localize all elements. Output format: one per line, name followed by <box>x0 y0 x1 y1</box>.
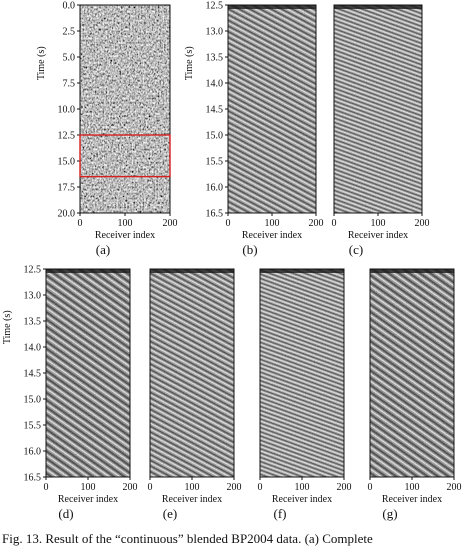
panel-label: (c) <box>349 242 363 257</box>
x-tick-label: 100 <box>295 482 310 493</box>
seismic-noise <box>260 269 344 477</box>
first-arrival-band <box>334 5 422 9</box>
y-axis-label: Time (s) <box>36 46 47 80</box>
y-axis-label: Time (s) <box>184 46 195 80</box>
x-tick-label: 100 <box>405 482 420 493</box>
y-tick-label: 2.5 <box>63 27 76 38</box>
panel-f: 0 100 200 Receiver index(f) <box>258 268 352 521</box>
panel-d: 12.5 13.0 13.5 14.0 14.5 15.0 15.5 16.0 16.5 Time… <box>2 265 138 522</box>
seismic-noise <box>150 269 234 477</box>
x-axis-label: Receiver index <box>272 494 332 505</box>
seismic-noise <box>228 5 316 213</box>
panel-label: (f) <box>274 506 287 521</box>
y-tick-label: 13.0 <box>206 27 224 38</box>
seismic-image <box>80 5 170 213</box>
y-tick-label: 16.0 <box>24 447 42 458</box>
x-tick-label: 0 <box>44 482 49 493</box>
y-tick-label: 14.5 <box>206 105 224 116</box>
y-tick-label: 10.0 <box>58 105 76 116</box>
x-tick-label: 0 <box>332 218 337 229</box>
y-tick-label: 12.5 <box>24 265 42 276</box>
x-tick-label: 200 <box>123 482 138 493</box>
y-tick-label: 15.0 <box>58 157 76 168</box>
seismic-noise <box>334 5 422 213</box>
panel-e: 0 100 200 Receiver index(e) <box>148 268 242 521</box>
first-arrival-band <box>46 269 130 273</box>
panel-label: (d) <box>58 506 73 521</box>
y-tick-label: 16.0 <box>206 183 224 194</box>
x-tick-label: 0 <box>78 218 83 229</box>
y-tick-label: 12.5 <box>206 1 224 12</box>
y-axis-label: Time (s) <box>2 310 13 344</box>
highlight-box <box>79 134 171 178</box>
y-tick-label: 13.0 <box>24 291 42 302</box>
y-tick-label: 15.5 <box>206 157 224 168</box>
panel-b: 12.5 13.0 13.5 14.0 14.5 15.0 15.5 16.0 16.5 Time… <box>184 1 324 258</box>
x-axis-label: Receiver index <box>348 230 408 241</box>
y-tick-label: 14.0 <box>206 79 224 90</box>
x-tick-label: 100 <box>185 482 200 493</box>
x-axis-label: Receiver index <box>95 230 155 241</box>
figure-caption: Fig. 13. Result of the “continuous” blen… <box>2 531 373 546</box>
x-tick-label: 0 <box>148 482 153 493</box>
x-tick-label: 200 <box>309 218 324 229</box>
first-arrival-band <box>150 269 234 273</box>
seismic-noise <box>370 269 454 477</box>
x-axis-label: Receiver index <box>242 230 302 241</box>
x-tick-label: 200 <box>447 482 462 493</box>
x-tick-label: 0 <box>258 482 263 493</box>
y-tick-label: 13.5 <box>24 317 42 328</box>
x-axis-label: Receiver index <box>162 494 222 505</box>
x-tick-label: 0 <box>368 482 373 493</box>
y-tick-label: 16.5 <box>24 473 42 484</box>
x-axis-label: Receiver index <box>382 494 442 505</box>
y-tick-label: 14.0 <box>24 343 42 354</box>
panel-label: (g) <box>382 506 397 521</box>
y-tick-label: 5.0 <box>63 53 76 64</box>
x-tick-label: 100 <box>81 482 96 493</box>
y-tick-label: 16.5 <box>206 209 224 220</box>
panel-g: 0 100 200 Receiver index(g) <box>368 268 462 521</box>
y-tick-label: 20.0 <box>58 209 76 220</box>
y-tick-label: 17.5 <box>58 183 76 194</box>
panel-a: 0.0 2.5 5.0 7.5 10.0 12.5 15.0 17.5 20.0 Time (s)… <box>36 1 178 258</box>
y-tick-label: 15.0 <box>24 395 42 406</box>
seismic-noise <box>46 269 130 477</box>
y-tick-label: 12.5 <box>58 131 76 142</box>
first-arrival-band <box>260 269 344 273</box>
x-tick-label: 0 <box>226 218 231 229</box>
panel-label: (a) <box>96 242 110 257</box>
panel-c: 0 100 200 Receiver index(c) <box>332 4 430 257</box>
x-tick-label: 200 <box>337 482 352 493</box>
first-arrival-band <box>228 5 316 9</box>
y-tick-label: 7.5 <box>63 79 76 90</box>
x-tick-label: 200 <box>163 218 178 229</box>
x-tick-label: 100 <box>371 218 386 229</box>
x-tick-label: 200 <box>415 218 430 229</box>
y-tick-label: 14.5 <box>24 369 42 380</box>
panel-label: (b) <box>242 242 257 257</box>
x-axis-label: Receiver index <box>58 494 118 505</box>
y-tick-label: 13.5 <box>206 53 224 64</box>
panel-label: (e) <box>163 506 177 521</box>
x-tick-label: 100 <box>118 218 133 229</box>
y-tick-label: 15.0 <box>206 131 224 142</box>
first-arrival-band <box>370 269 454 273</box>
y-tick-label: 15.5 <box>24 421 42 432</box>
y-tick-label: 0.0 <box>63 1 76 12</box>
x-tick-label: 200 <box>227 482 242 493</box>
x-tick-label: 100 <box>265 218 280 229</box>
